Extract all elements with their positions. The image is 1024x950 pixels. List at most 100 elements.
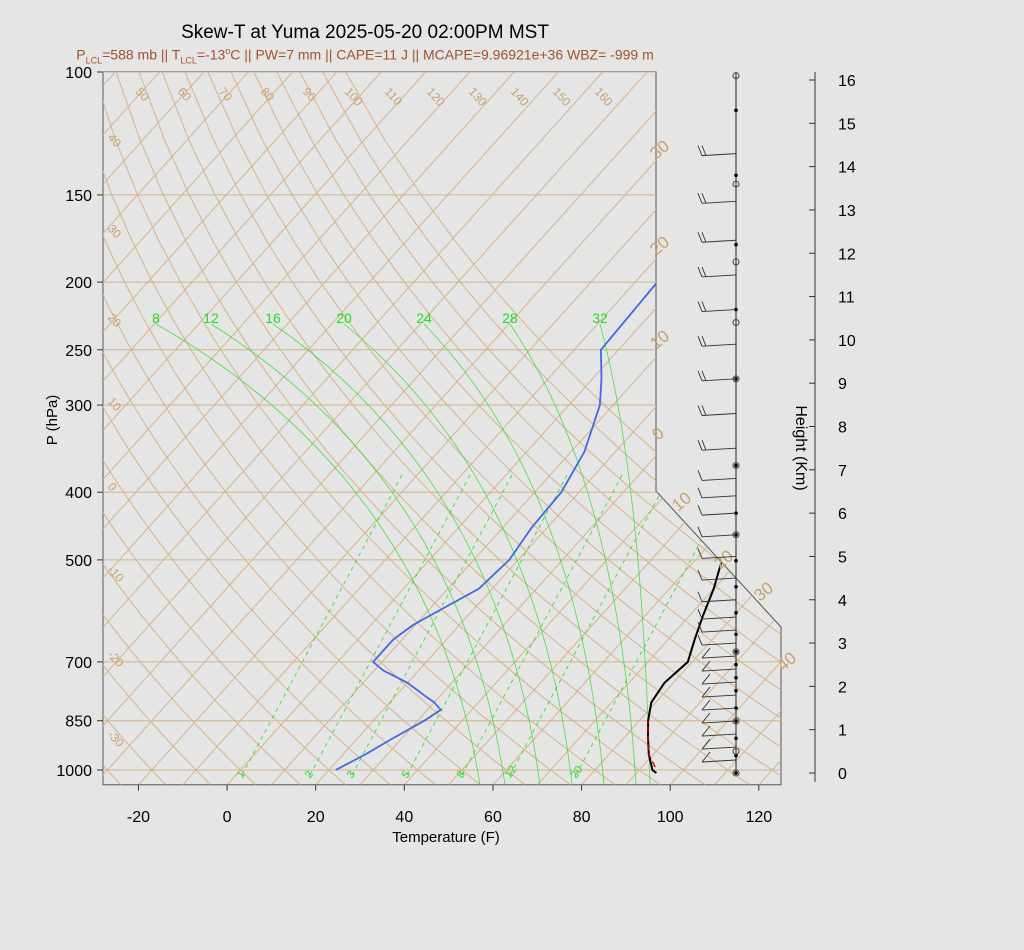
level-marker-filled bbox=[734, 736, 738, 741]
dry-adiabat bbox=[115, 72, 706, 785]
isotherm-line bbox=[803, 40, 1024, 785]
dry-adiabat bbox=[103, 72, 481, 785]
moist-adiabat bbox=[509, 323, 637, 785]
moist-adiabat bbox=[423, 323, 605, 785]
wind-barb bbox=[697, 526, 737, 538]
isotherm-line bbox=[103, 72, 544, 785]
wind-barb bbox=[697, 145, 737, 157]
moist-label: 16 bbox=[265, 310, 281, 326]
isotherm-label: 30 bbox=[750, 578, 777, 605]
mixing-ratio-label: 2 bbox=[303, 769, 316, 781]
height-tick-label: 11 bbox=[838, 290, 855, 307]
moist-adiabat bbox=[272, 323, 541, 785]
level-marker-open bbox=[732, 648, 740, 656]
height-tick-label: 6 bbox=[838, 506, 847, 523]
isotherm-line bbox=[103, 72, 588, 785]
p-tick-label: 700 bbox=[65, 655, 92, 672]
isotherm-line bbox=[103, 72, 234, 785]
isotherm-label: 150 bbox=[550, 85, 574, 109]
wind-barb bbox=[697, 591, 737, 603]
moist-label: 12 bbox=[203, 310, 219, 326]
dry-adiabat bbox=[103, 72, 661, 785]
mixing-ratio-line bbox=[351, 474, 513, 776]
wind-barb bbox=[697, 569, 737, 581]
isotherm-label: 0 bbox=[648, 423, 667, 444]
isotherm-line bbox=[103, 72, 189, 785]
isotherm-label: 40 bbox=[105, 131, 125, 151]
height-tick-label: 2 bbox=[838, 679, 847, 696]
wind-barb bbox=[697, 634, 737, 646]
level-marker-open bbox=[732, 769, 740, 777]
isotherm-label: 160 bbox=[592, 85, 616, 109]
level-marker-open bbox=[732, 258, 740, 266]
isotherm-label: 30 bbox=[105, 222, 125, 242]
plcl-label: P bbox=[76, 46, 86, 63]
dry-adiabat bbox=[103, 72, 571, 785]
wind-barb bbox=[697, 370, 737, 382]
dry-adiabat bbox=[345, 72, 781, 785]
isotherm-label: 50 bbox=[133, 85, 153, 105]
dry-adiabat bbox=[103, 72, 391, 785]
wind-barb bbox=[697, 193, 737, 204]
y-axis-label: P (hPa) bbox=[44, 395, 61, 446]
dry-adiabat bbox=[0, 72, 76, 785]
p-tick-label: 250 bbox=[65, 343, 92, 360]
isotherm-label: -30 bbox=[105, 728, 127, 750]
isotherm-line bbox=[103, 72, 278, 785]
isotherm-line bbox=[581, 72, 781, 785]
moist-label: 32 bbox=[592, 310, 608, 326]
dry-adiabat bbox=[103, 72, 616, 785]
x-axis-label: Temperature (F) bbox=[392, 829, 500, 846]
height-tick-label: 12 bbox=[838, 246, 856, 263]
wind-barb bbox=[701, 673, 737, 685]
wind-barb bbox=[701, 686, 737, 698]
level-marker-filled bbox=[734, 771, 738, 775]
dry-adiabat bbox=[184, 72, 781, 785]
mixing-ratio-label: 20 bbox=[569, 764, 586, 781]
isotherm-label: 100 bbox=[342, 85, 366, 109]
isotherm-line bbox=[448, 72, 781, 785]
isotherm-line bbox=[359, 72, 781, 785]
isotherm-label: 70 bbox=[216, 85, 236, 105]
isotherm-line bbox=[103, 72, 765, 785]
moist-adiabat bbox=[599, 323, 651, 785]
height-tick-label: 14 bbox=[838, 160, 856, 177]
wind-barb bbox=[701, 712, 737, 724]
isotherm-line bbox=[103, 72, 632, 785]
wind-barb bbox=[697, 266, 737, 278]
isotherm-label: 30 bbox=[646, 136, 673, 163]
tlcl-subscript: LCL bbox=[180, 55, 197, 66]
dry-adiabat bbox=[138, 72, 751, 785]
plcl-subscript: LCL bbox=[85, 55, 103, 66]
p-tick-label: 850 bbox=[65, 714, 92, 731]
wind-barb bbox=[701, 751, 737, 763]
wind-barb bbox=[697, 405, 737, 416]
wind-barb bbox=[697, 487, 737, 499]
plot-border bbox=[102, 71, 782, 786]
degree-superscript: o bbox=[225, 46, 231, 56]
wind-barb bbox=[701, 725, 737, 737]
isotherm-line bbox=[625, 72, 781, 785]
mixing-ratio-line bbox=[241, 474, 403, 776]
level-marker-filled bbox=[734, 610, 738, 615]
height-tick-label: 0 bbox=[838, 766, 847, 783]
wind-barb bbox=[701, 647, 737, 659]
dry-adiabat bbox=[230, 72, 781, 785]
p-tick-label: 500 bbox=[65, 553, 92, 570]
isotherm-line bbox=[714, 72, 781, 785]
dry-adiabat bbox=[103, 72, 526, 785]
level-marker-open bbox=[732, 747, 740, 755]
level-marker-filled bbox=[734, 173, 738, 178]
isotherm-label: 10 bbox=[668, 488, 695, 515]
x-tick-label: 120 bbox=[745, 809, 772, 826]
isobar-grid bbox=[103, 72, 781, 771]
parcel-profile bbox=[647, 720, 656, 768]
tlcl-value: =-13 bbox=[196, 46, 226, 63]
plot-frame bbox=[102, 71, 782, 786]
x-tick-label: -20 bbox=[127, 809, 150, 826]
x-tick-label: 60 bbox=[484, 809, 502, 826]
level-marker-filled bbox=[734, 558, 738, 563]
wind-barb-column bbox=[697, 72, 740, 777]
isotherm-label: 130 bbox=[466, 85, 490, 109]
